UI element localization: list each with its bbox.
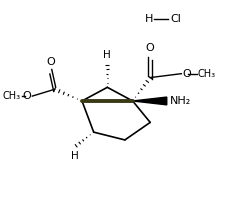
Text: Cl: Cl (170, 14, 181, 24)
Text: O: O (182, 69, 191, 79)
Text: H: H (71, 151, 79, 161)
Text: H: H (103, 50, 111, 60)
Text: O: O (22, 91, 31, 101)
Text: O: O (46, 57, 55, 67)
Text: CH₃: CH₃ (3, 91, 21, 101)
Polygon shape (133, 97, 167, 105)
Text: O: O (146, 43, 155, 53)
Text: CH₃: CH₃ (198, 69, 216, 79)
Text: NH₂: NH₂ (170, 96, 191, 106)
Text: H: H (145, 14, 154, 24)
